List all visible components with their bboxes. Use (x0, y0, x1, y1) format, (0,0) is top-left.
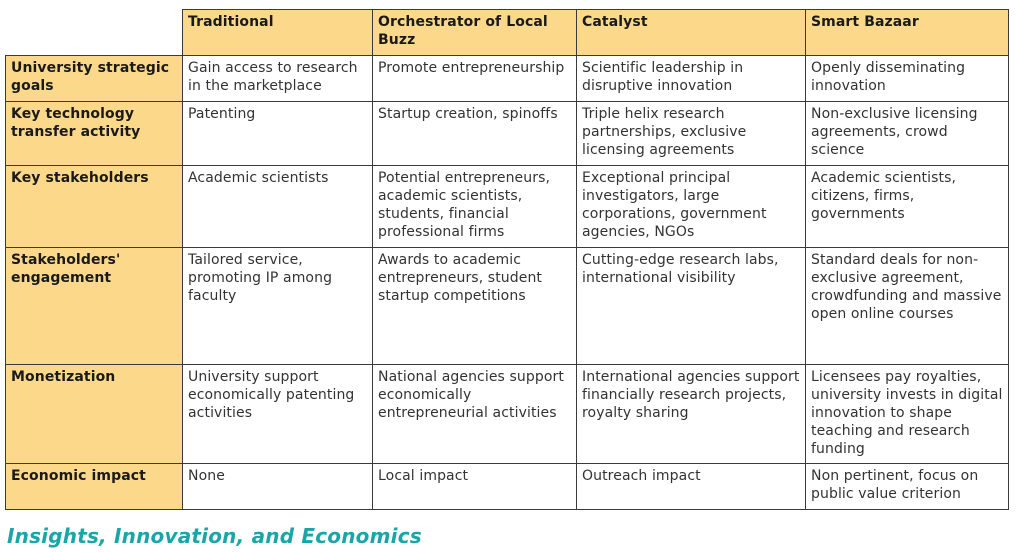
footer-title: Insights, Innovation, and Economics (7, 524, 422, 548)
table-row: University strategic goals Gain access t… (5, 55, 1009, 102)
table-cell: Promote entrepreneurship (372, 55, 577, 102)
row-header-strategic-goals: University strategic goals (5, 55, 183, 102)
column-header-orchestrator: Orchestrator of Local Buzz (372, 9, 577, 56)
table-cell: Local impact (372, 463, 577, 510)
row-header-monetization: Monetization (5, 364, 183, 464)
table-cell: Academic scientists (182, 165, 373, 248)
table-cell: None (182, 463, 373, 510)
table-row: Economic impact None Local impact Outrea… (5, 463, 1009, 510)
table-cell: International agencies support financial… (576, 364, 806, 464)
table-cell: Gain access to research in the marketpla… (182, 55, 373, 102)
table-cell: Tailored service, promoting IP among fac… (182, 247, 373, 365)
table-cell: Triple helix research partnerships, excl… (576, 101, 806, 166)
table-row: Key technology transfer activity Patenti… (5, 101, 1009, 166)
comparison-table: Traditional Orchestrator of Local Buzz C… (5, 9, 1009, 510)
table-row: Stakeholders' engagement Tailored servic… (5, 247, 1009, 365)
row-header-engagement: Stakeholders' engagement (5, 247, 183, 365)
column-header-smart-bazaar: Smart Bazaar (805, 9, 1009, 56)
table-cell: Startup creation, spinoffs (372, 101, 577, 166)
row-header-economic-impact: Economic impact (5, 463, 183, 510)
table-cell: Non pertinent, focus on public value cri… (805, 463, 1009, 510)
header-row: Traditional Orchestrator of Local Buzz C… (5, 9, 1009, 56)
table-row: Key stakeholders Academic scientists Pot… (5, 165, 1009, 248)
table-cell: Outreach impact (576, 463, 806, 510)
table-cell: Non-exclusive licensing agreements, crow… (805, 101, 1009, 166)
table-cell: Openly disseminating innovation (805, 55, 1009, 102)
column-header-traditional: Traditional (182, 9, 373, 56)
table-cell: Awards to academic entrepreneurs, studen… (372, 247, 577, 365)
table-cell: National agencies support economically e… (372, 364, 577, 464)
corner-cell (5, 9, 183, 56)
table-cell: Standard deals for non-exclusive agreeme… (805, 247, 1009, 365)
table-row: Monetization University support economic… (5, 364, 1009, 464)
table-cell: Licensees pay royalties, university inve… (805, 364, 1009, 464)
row-header-stakeholders: Key stakeholders (5, 165, 183, 248)
row-header-transfer-activity: Key technology transfer activity (5, 101, 183, 166)
column-header-catalyst: Catalyst (576, 9, 806, 56)
table-cell: Patenting (182, 101, 373, 166)
table-cell: University support economically patentin… (182, 364, 373, 464)
table-cell: Potential entrepreneurs, academic scient… (372, 165, 577, 248)
table-cell: Exceptional principal investigators, lar… (576, 165, 806, 248)
table-cell: Academic scientists, citizens, firms, go… (805, 165, 1009, 248)
table-cell: Cutting-edge research labs, internationa… (576, 247, 806, 365)
table-cell: Scientific leadership in disruptive inno… (576, 55, 806, 102)
